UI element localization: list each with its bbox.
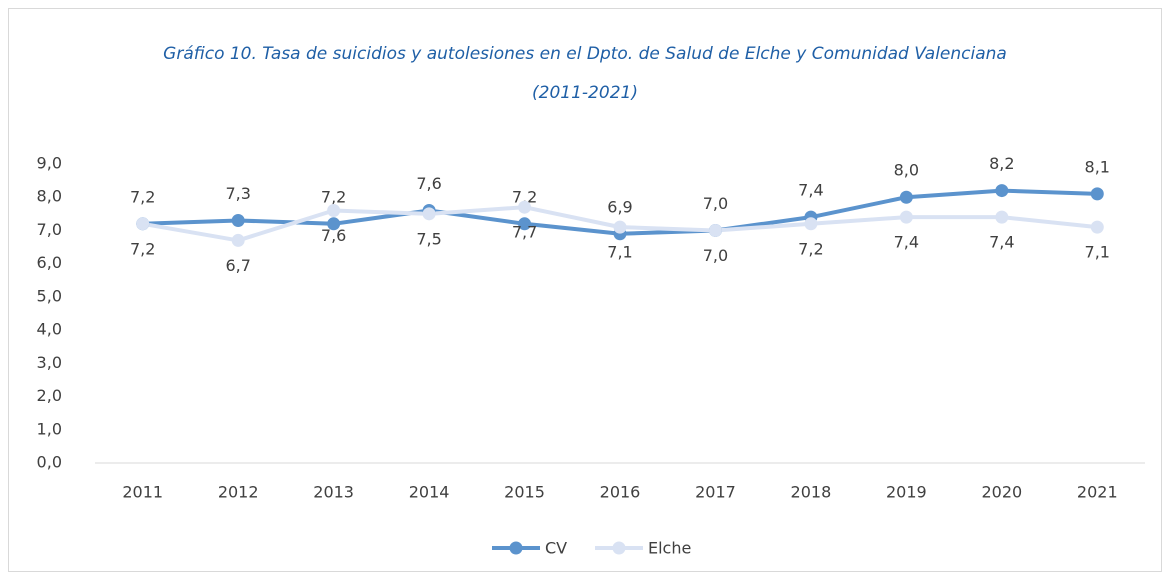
- x-tick-label: 2017: [695, 483, 736, 502]
- x-tick-label: 2019: [886, 483, 927, 502]
- data-label: 7,2: [512, 187, 537, 206]
- point: [804, 217, 818, 231]
- data-label: 7,6: [416, 174, 441, 193]
- data-label: 7,4: [894, 233, 919, 252]
- data-label: 7,6: [321, 226, 346, 245]
- x-tick-label: 2016: [600, 483, 641, 502]
- x-tick-label: 2013: [313, 483, 354, 502]
- data-label: 7,2: [130, 239, 155, 258]
- y-tick-label: 9,0: [37, 154, 62, 173]
- point: [1090, 187, 1104, 201]
- x-tick-label: 2014: [409, 483, 450, 502]
- data-label: 8,2: [989, 154, 1014, 173]
- legend-marker: [612, 541, 626, 555]
- point: [995, 184, 1009, 198]
- data-label: 7,2: [321, 187, 346, 206]
- point: [1090, 220, 1104, 234]
- data-label: 6,7: [225, 256, 250, 275]
- point: [518, 200, 532, 214]
- y-tick-label: 8,0: [37, 187, 62, 206]
- point: [136, 217, 150, 231]
- point: [422, 207, 436, 221]
- data-label: 7,1: [607, 243, 632, 262]
- point: [899, 210, 913, 224]
- y-tick-label: 6,0: [37, 253, 62, 272]
- data-label: 7,0: [703, 194, 728, 213]
- x-tick-label: 2020: [981, 483, 1022, 502]
- y-tick-label: 4,0: [37, 320, 62, 339]
- data-label: 7,1: [1085, 243, 1110, 262]
- data-label: 7,2: [798, 239, 823, 258]
- chart-title: Gráfico 10. Tasa de suicidios y autolesi…: [163, 44, 1007, 64]
- y-tick-label: 5,0: [37, 286, 62, 305]
- data-label: 7,7: [512, 223, 537, 242]
- chart-subtitle: (2011-2021): [532, 83, 638, 103]
- point: [995, 210, 1009, 224]
- data-label: 8,0: [894, 161, 919, 180]
- chart-frame: [8, 8, 1162, 572]
- point: [708, 223, 722, 237]
- data-label: 7,4: [989, 233, 1014, 252]
- x-tick-label: 2018: [791, 483, 832, 502]
- x-tick-label: 2011: [122, 483, 163, 502]
- legend-label: CV: [545, 539, 567, 558]
- data-label: 7,5: [416, 229, 441, 248]
- point: [518, 217, 532, 231]
- data-label: 7,2: [130, 187, 155, 206]
- point: [613, 220, 627, 234]
- x-tick-label: 2015: [504, 483, 545, 502]
- data-label: 7,4: [798, 181, 823, 200]
- point: [231, 213, 245, 227]
- data-label: 8,1: [1085, 157, 1110, 176]
- y-tick-label: 0,0: [37, 453, 62, 472]
- data-label: 7,0: [703, 246, 728, 265]
- point: [231, 233, 245, 247]
- data-label: 7,3: [225, 184, 250, 203]
- x-tick-label: 2012: [218, 483, 259, 502]
- point: [327, 204, 341, 218]
- y-tick-label: 7,0: [37, 220, 62, 239]
- point: [327, 217, 341, 231]
- legend-marker: [509, 541, 523, 555]
- x-tick-label: 2021: [1077, 483, 1118, 502]
- legend-label: Elche: [648, 539, 691, 558]
- point: [899, 190, 913, 204]
- y-tick-label: 3,0: [37, 353, 62, 372]
- y-tick-label: 2,0: [37, 386, 62, 405]
- data-label: 6,9: [607, 197, 632, 216]
- y-tick-label: 1,0: [37, 419, 62, 438]
